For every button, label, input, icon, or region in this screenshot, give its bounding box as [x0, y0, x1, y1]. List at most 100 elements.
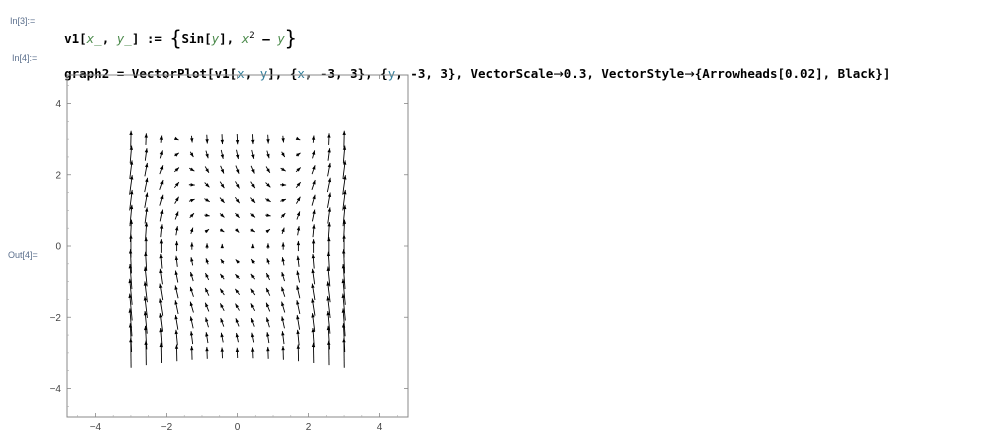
- in4-part6: {Arrowheads[0.02], Black}]: [694, 66, 891, 81]
- in4-part2: ], {: [267, 66, 298, 81]
- vector-arrowhead: [312, 209, 316, 215]
- in3-arg-x: x_: [86, 31, 102, 47]
- vector-arrowhead: [220, 183, 225, 189]
- vector-arrowhead: [250, 273, 255, 279]
- in4-part5: 0.3, VectorStyle: [563, 66, 685, 81]
- vector-arrowhead: [327, 148, 331, 153]
- vector-arrowhead: [251, 243, 255, 249]
- vector-arrowhead: [296, 314, 300, 320]
- vector-arrowhead: [281, 316, 285, 321]
- vector-arrowhead: [250, 213, 255, 218]
- vector-arrowhead: [205, 258, 209, 263]
- vector-arrowhead: [343, 189, 347, 195]
- vector-arrowhead: [220, 332, 224, 338]
- vector-arrowhead: [220, 213, 225, 218]
- vector-arrowhead: [250, 198, 256, 203]
- vector-arrowhead: [296, 167, 301, 172]
- vector-arrowhead: [266, 243, 270, 248]
- vector-arrowhead: [311, 135, 316, 140]
- vector-arrowhead: [220, 318, 224, 323]
- vector-arrowhead: [327, 177, 332, 183]
- vector-arrowhead: [281, 301, 285, 307]
- vector-arrowhead: [327, 192, 332, 198]
- vector-arrowhead: [327, 222, 331, 227]
- vector-arrowhead: [189, 213, 194, 218]
- vector-arrowhead: [235, 198, 240, 204]
- vector-arrowhead: [220, 198, 225, 203]
- vector-arrow: [342, 323, 346, 353]
- in3-input[interactable]: v1[x_, y_] := {Sin[y], x2 – y}: [49, 12, 297, 51]
- vector-arrowhead: [159, 150, 164, 155]
- vector-arrowhead: [251, 168, 255, 174]
- vector-arrowhead: [312, 180, 316, 185]
- vector-arrowhead: [220, 273, 225, 279]
- vector-arrowhead: [266, 183, 271, 188]
- vector-arrowhead: [281, 152, 285, 158]
- vector-arrowhead: [327, 207, 332, 212]
- vector-arrowhead: [281, 331, 285, 336]
- in3-sin: Sin[: [181, 31, 212, 47]
- vector-arrowhead: [296, 182, 301, 187]
- vector-arrowhead: [174, 182, 179, 187]
- vector-arrowhead: [129, 145, 134, 150]
- vector-arrowhead: [220, 243, 224, 249]
- vector-arrowhead: [266, 332, 270, 337]
- vector-arrowhead: [250, 332, 255, 338]
- x-tick-label: −4: [90, 422, 102, 433]
- vector-arrowhead: [281, 286, 285, 292]
- vector-arrowhead: [326, 311, 330, 316]
- vector-arrowhead: [145, 177, 149, 183]
- vector-arrowhead: [130, 175, 134, 180]
- vector-arrowhead: [144, 222, 149, 227]
- vector-arrowhead: [312, 194, 316, 200]
- vector-arrowhead: [174, 167, 179, 172]
- in3-x: x: [241, 31, 250, 47]
- vector-arrowhead: [265, 229, 270, 234]
- vector-arrowhead: [235, 183, 240, 189]
- plot-frame: [66, 74, 409, 418]
- vector-arrowhead: [312, 224, 316, 229]
- vector-arrowhead: [311, 313, 315, 318]
- in3-lhs: v1[: [64, 31, 87, 47]
- in3-open-brace: {: [169, 26, 182, 51]
- vector-arrowhead: [311, 268, 315, 274]
- vector-arrowhead: [311, 298, 315, 303]
- vector-arrowhead: [190, 272, 194, 277]
- vector-arrowhead: [220, 288, 224, 294]
- vector-arrowhead: [296, 285, 300, 290]
- in4-py: y: [259, 66, 268, 81]
- vector-arrowhead: [160, 194, 164, 200]
- vector-arrowhead: [341, 293, 345, 298]
- in4-input[interactable]: graph2 = VectorPlot[v1[x, y], {x, -3, 3}…: [49, 50, 890, 82]
- vector-arrowhead: [343, 160, 347, 165]
- vector-arrowhead: [189, 227, 194, 233]
- vector-arrowhead: [144, 162, 149, 168]
- y-tick-label: 4: [55, 99, 61, 110]
- vector-arrowhead: [266, 213, 271, 217]
- vector-arrowhead: [266, 273, 270, 278]
- vector-arrowhead: [205, 139, 209, 144]
- vector-arrowhead: [189, 331, 194, 336]
- vector-arrowhead: [220, 303, 224, 308]
- vector-arrow: [342, 293, 346, 321]
- vector-arrowhead: [144, 236, 148, 242]
- vector-arrowhead: [296, 344, 300, 349]
- vector-arrowhead: [220, 168, 224, 174]
- vector-arrowhead: [174, 314, 178, 320]
- vector-arrowhead: [326, 296, 330, 301]
- vector-arrowhead: [174, 285, 178, 290]
- vector-plot[interactable]: −4 −2 0 2 4 −4 −2 0 2 4: [40, 72, 420, 434]
- vector-arrowhead: [158, 298, 163, 303]
- vector-arrowhead: [175, 226, 179, 231]
- vector-arrowhead: [144, 207, 149, 212]
- vector-arrowhead: [160, 180, 164, 185]
- out4-label: Out[4]=: [8, 250, 38, 260]
- in4-pcomma: ,: [244, 66, 260, 81]
- y-tick-label: 2: [55, 170, 61, 181]
- x-tick-label: 4: [377, 422, 383, 433]
- vector-arrowhead: [296, 240, 301, 246]
- vector-arrowhead: [296, 196, 301, 202]
- vector-arrowhead: [145, 192, 149, 198]
- vector-arrowhead: [235, 332, 240, 338]
- vector-arrowhead: [266, 317, 270, 322]
